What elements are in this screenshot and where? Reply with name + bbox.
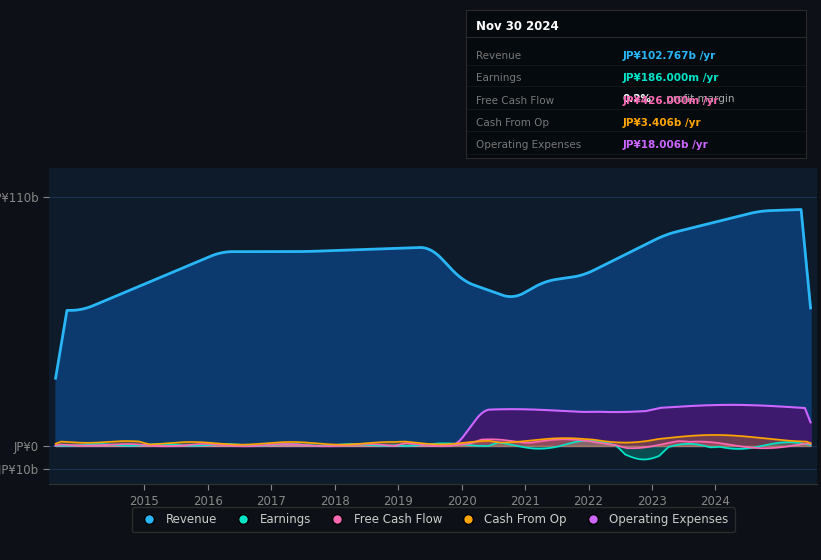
Text: Cash From Op: Cash From Op xyxy=(475,118,548,128)
Text: profit margin: profit margin xyxy=(663,94,735,104)
Legend: Revenue, Earnings, Free Cash Flow, Cash From Op, Operating Expenses: Revenue, Earnings, Free Cash Flow, Cash … xyxy=(131,507,735,533)
Text: Free Cash Flow: Free Cash Flow xyxy=(475,96,554,106)
Text: JP¥186.000m /yr: JP¥186.000m /yr xyxy=(622,73,718,83)
Text: JP¥3.406b /yr: JP¥3.406b /yr xyxy=(622,118,701,128)
Text: JP¥102.767b /yr: JP¥102.767b /yr xyxy=(622,52,715,62)
Text: Nov 30 2024: Nov 30 2024 xyxy=(475,20,558,34)
Text: 0.2%: 0.2% xyxy=(622,94,651,104)
Text: Operating Expenses: Operating Expenses xyxy=(475,140,581,150)
Text: Revenue: Revenue xyxy=(475,52,521,62)
Text: JP¥426.000m /yr: JP¥426.000m /yr xyxy=(622,96,718,106)
Text: JP¥18.006b /yr: JP¥18.006b /yr xyxy=(622,140,708,150)
Text: Earnings: Earnings xyxy=(475,73,521,83)
